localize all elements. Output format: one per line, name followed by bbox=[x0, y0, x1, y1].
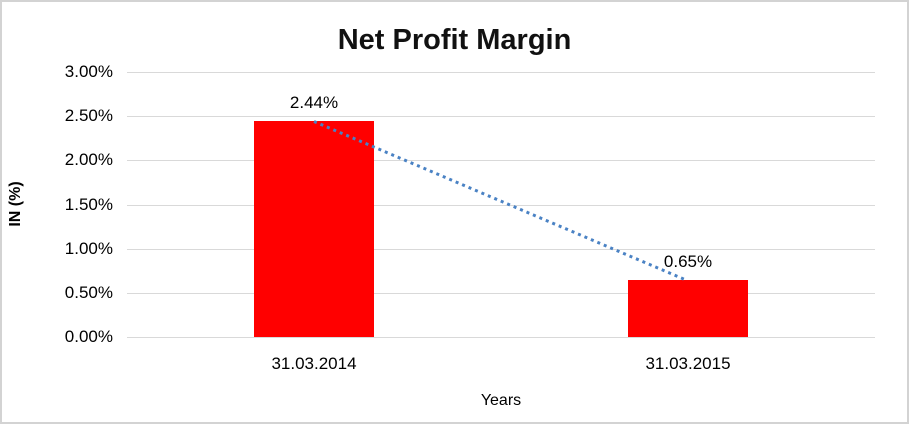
y-tick-label: 0.50% bbox=[64, 282, 113, 302]
bar-31.03.2014[interactable] bbox=[254, 121, 374, 337]
bar-data-label: 0.65% bbox=[663, 251, 713, 271]
plot-area: 2.44% 0.65% bbox=[127, 72, 875, 338]
x-tick-label: 31.03.2014 bbox=[271, 354, 357, 373]
x-tick-label: 31.03.2015 bbox=[645, 354, 731, 373]
bar-31.03.2015[interactable] bbox=[628, 279, 748, 337]
y-tick-label: 1.50% bbox=[64, 194, 113, 214]
bar-data-label: 2.44% bbox=[289, 93, 339, 113]
y-tick-label: 2.00% bbox=[64, 150, 113, 170]
y-tick-label: 0.00% bbox=[64, 327, 113, 346]
gridline bbox=[127, 292, 875, 294]
gridline bbox=[127, 204, 875, 206]
y-tick-label: 3.00% bbox=[64, 62, 113, 81]
chart-title: Net Profit Margin bbox=[337, 24, 572, 56]
trendline bbox=[313, 120, 686, 281]
y-tick-label: 1.00% bbox=[64, 238, 113, 258]
y-tick-label: 2.50% bbox=[64, 106, 113, 126]
gridline bbox=[127, 160, 875, 162]
gridline bbox=[127, 116, 875, 118]
gridline bbox=[127, 72, 875, 73]
x-axis-title: Years bbox=[480, 392, 522, 409]
gridline bbox=[127, 248, 875, 250]
gridline bbox=[127, 337, 875, 338]
